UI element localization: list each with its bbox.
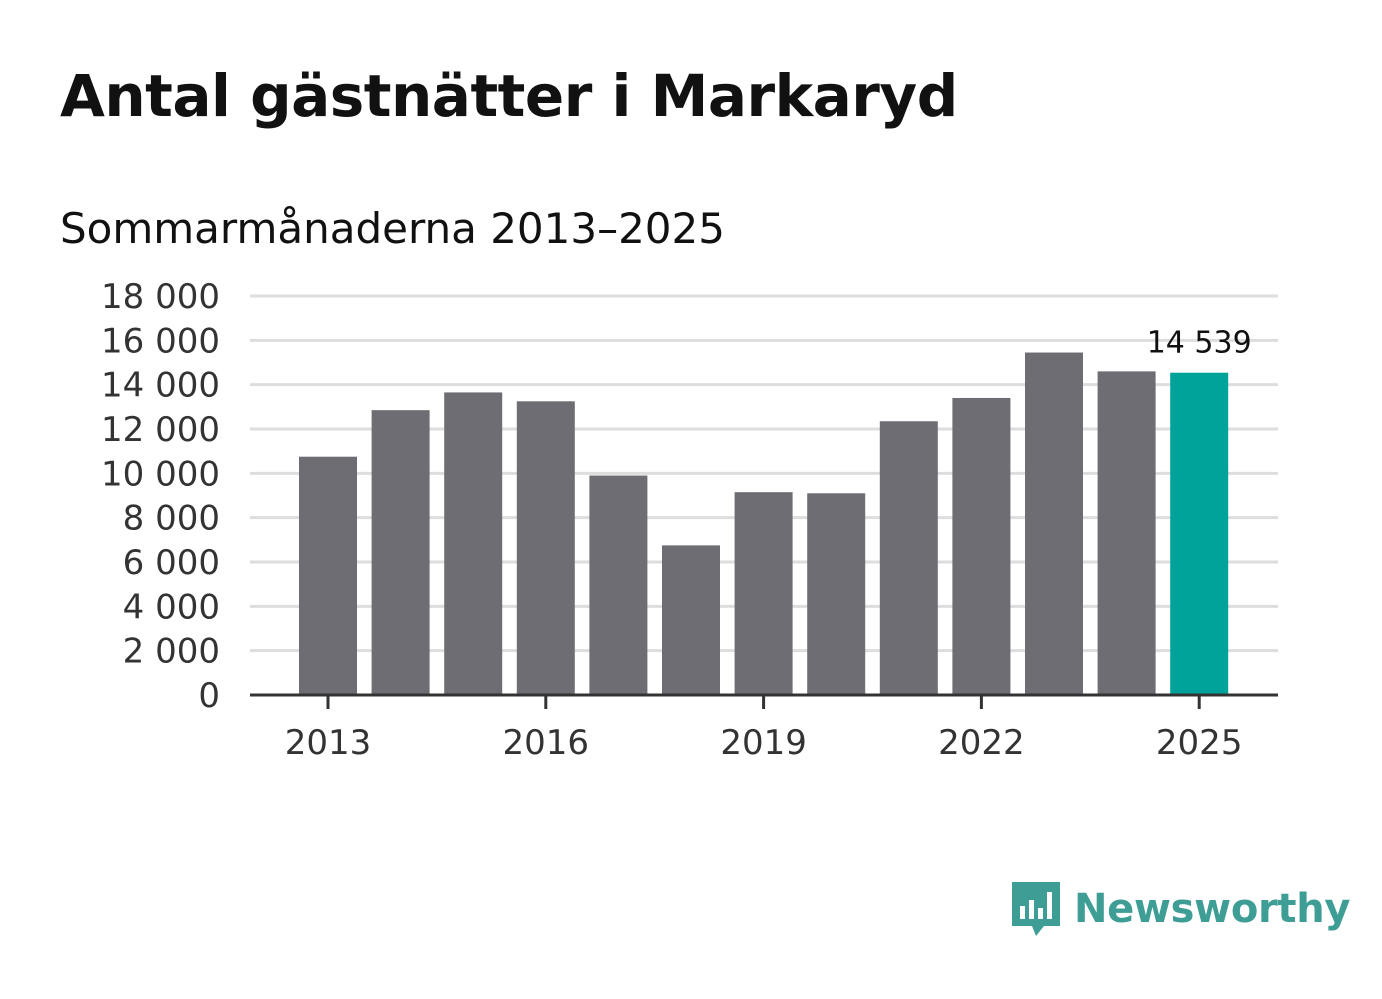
bar xyxy=(952,397,1011,695)
y-tick-label: 2 000 xyxy=(123,632,220,672)
y-tick-label: 10 000 xyxy=(101,454,220,494)
y-tick-label: 18 000 xyxy=(101,277,220,317)
newsworthy-logo: Newsworthy xyxy=(1010,878,1351,940)
bars xyxy=(299,352,1229,695)
x-tick-label: 2013 xyxy=(285,723,372,763)
y-tick-label: 4 000 xyxy=(123,587,220,627)
x-tick-label: 2019 xyxy=(720,723,807,763)
logo-text: Newsworthy xyxy=(1074,886,1351,932)
bar-chart-speech-bubble-icon xyxy=(1012,882,1060,936)
bar xyxy=(1097,371,1156,695)
x-axis-tick-labels: 2013 2016 2019 2022 2025 xyxy=(285,723,1243,763)
x-tick-label: 2025 xyxy=(1156,723,1243,763)
chart-title: Antal gästnätter i Markaryd xyxy=(60,62,958,130)
y-tick-label: 6 000 xyxy=(123,543,220,583)
data-label-2025: 14 539 xyxy=(1147,326,1252,361)
bar xyxy=(879,421,938,695)
bar xyxy=(807,493,866,695)
x-tick-label: 2022 xyxy=(938,723,1025,763)
chart-subtitle: Sommarmånaderna 2013–2025 xyxy=(60,204,725,253)
bar xyxy=(734,492,793,695)
y-tick-label: 14 000 xyxy=(101,366,220,406)
bar xyxy=(1025,352,1083,695)
bar xyxy=(299,456,357,695)
data-labels: 14 539 xyxy=(1147,326,1252,361)
bar-highlight xyxy=(1170,372,1229,695)
bar xyxy=(516,401,575,695)
bar xyxy=(444,392,503,695)
y-tick-label: 16 000 xyxy=(101,321,220,361)
x-axis xyxy=(250,693,1278,709)
bar xyxy=(662,545,720,695)
y-tick-label: 12 000 xyxy=(101,410,220,450)
bar xyxy=(371,410,430,695)
bar xyxy=(589,475,648,695)
x-tick-label: 2016 xyxy=(503,723,590,763)
y-tick-label: 8 000 xyxy=(123,499,220,539)
y-tick-label: 0 xyxy=(198,676,220,716)
